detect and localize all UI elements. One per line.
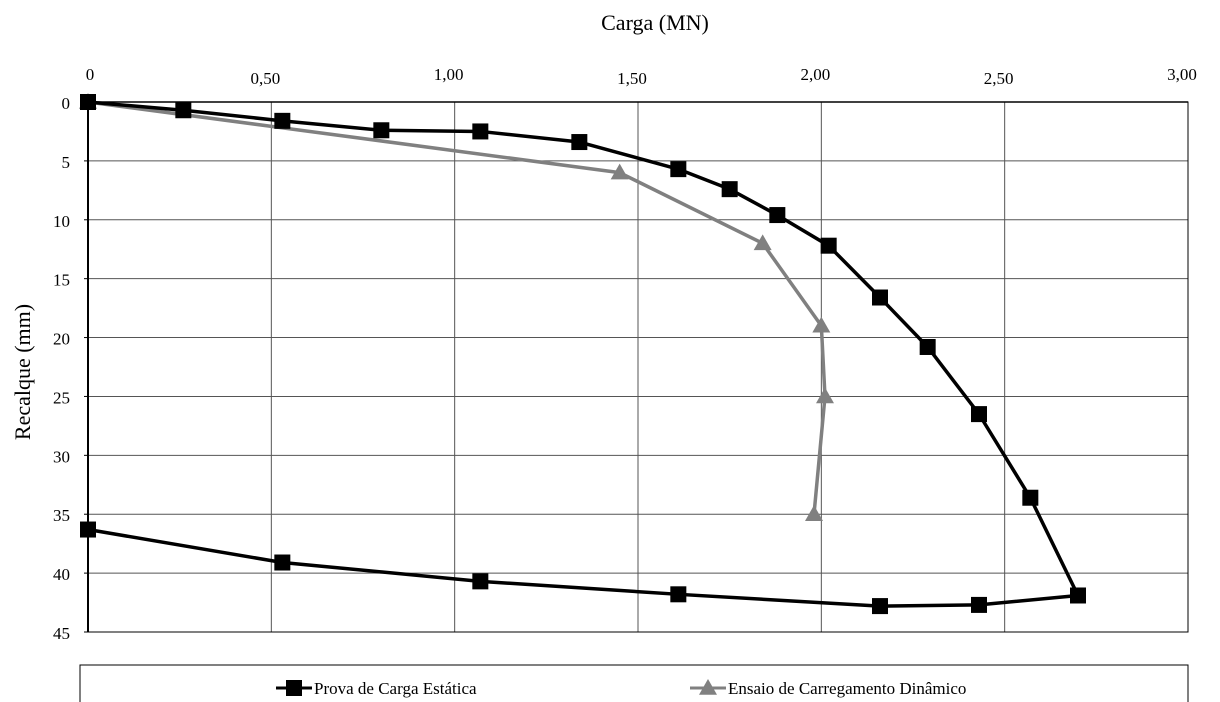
data-point (670, 161, 687, 178)
data-point (670, 586, 687, 603)
data-point (571, 134, 588, 151)
data-point (816, 387, 834, 404)
legend-box (79, 664, 1189, 702)
data-point (373, 122, 390, 139)
data-point (472, 573, 489, 590)
data-point (175, 102, 192, 119)
legend-marker (286, 680, 302, 696)
data-point (872, 289, 888, 306)
data-point (80, 521, 96, 538)
legend-label: Prova de Carga Estática (314, 679, 477, 698)
data-point (805, 505, 823, 521)
y-tick-label: 40 (53, 565, 70, 584)
y-tick-label: 5 (62, 153, 71, 172)
series-static (80, 94, 1086, 615)
y-axis-label: Recalque (mm) (10, 304, 35, 440)
x-axis-label: Carga (MN) (601, 10, 709, 35)
axis-ticks: 0 0,50 1,00 1,50 2,00 2,50 3,00 0 5 10 15 20 25 30 35 4… (53, 65, 1197, 643)
data-point (812, 316, 831, 333)
x-tick-label: 3,00 (1167, 65, 1197, 84)
data-point (610, 163, 629, 180)
series-layer (79, 93, 1086, 615)
y-tick-label: 45 (53, 624, 70, 643)
data-point (753, 234, 772, 251)
data-point (274, 112, 291, 129)
legend-label: Ensaio de Carregamento Dinâmico (728, 679, 966, 698)
legend-item: Prova de Carga Estática (276, 679, 477, 698)
x-tick-label: 0 (86, 65, 95, 84)
data-point (472, 123, 489, 140)
data-point (721, 181, 738, 198)
legend-marker (699, 679, 717, 695)
data-point (80, 94, 96, 110)
data-point (872, 598, 888, 615)
data-point (919, 338, 936, 355)
series-dynamic (79, 93, 834, 521)
x-tick-label: 1,00 (434, 65, 464, 84)
y-tick-label: 10 (53, 212, 70, 231)
data-point (971, 406, 987, 423)
y-tick-label: 25 (53, 388, 70, 407)
series-line (87, 100, 827, 515)
y-tick-label: 20 (53, 330, 70, 349)
data-point (820, 237, 837, 254)
y-tick-label: 35 (53, 506, 70, 525)
legend: Prova de Carga Estática Ensaio de Carrega… (79, 664, 1189, 702)
y-tick-label: 15 (53, 271, 70, 290)
x-tick-label: 0,50 (250, 69, 280, 88)
data-point (971, 596, 987, 613)
data-point (769, 207, 786, 224)
x-tick-label: 2,50 (984, 69, 1014, 88)
x-tick-label: 2,00 (800, 65, 830, 84)
x-tick-label: 1,50 (617, 69, 647, 88)
data-point (1022, 489, 1039, 506)
data-point (274, 554, 291, 571)
legend-item: Ensaio de Carregamento Dinâmico (690, 679, 966, 698)
y-tick-label: 30 (53, 447, 70, 466)
y-tick-label: 0 (62, 94, 71, 113)
data-point (1070, 587, 1086, 604)
